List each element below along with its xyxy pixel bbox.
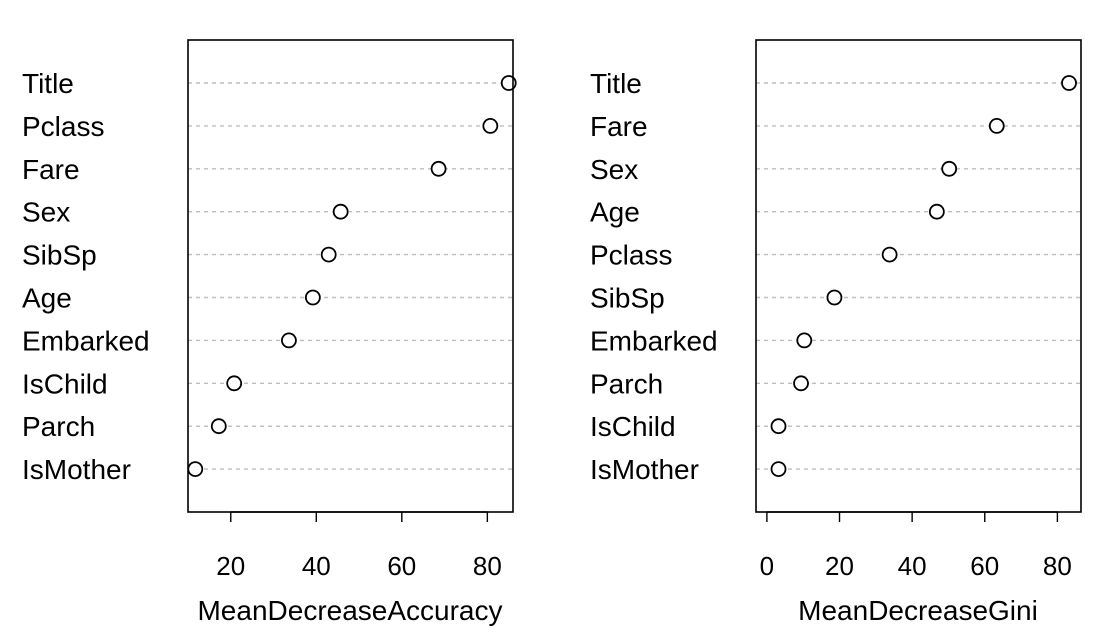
x-tick-label: 0 [760, 551, 774, 581]
category-label: Age [590, 197, 640, 228]
category-label: Age [22, 283, 72, 314]
data-point [304, 289, 321, 306]
data-point [1061, 75, 1077, 91]
plot-frame [187, 39, 514, 513]
data-point [320, 246, 337, 263]
panel-mean-decrease-gini: Title Fare Sex Age Pclass SibSp Embarked Parch I… [590, 39, 1082, 626]
data-point [281, 332, 297, 349]
data-point [793, 375, 809, 392]
data-point [796, 332, 813, 349]
data-point [941, 160, 958, 177]
category-label: Pclass [22, 111, 104, 142]
data-point [482, 118, 499, 134]
x-tick-label: 60 [387, 551, 416, 581]
category-label: Title [590, 68, 642, 99]
data-point [770, 418, 787, 435]
data-point [826, 289, 843, 306]
x-axis-title: MeanDecreaseAccuracy [197, 595, 502, 626]
x-tick-label: 20 [825, 551, 854, 581]
data-point [928, 203, 945, 220]
category-label: IsChild [590, 411, 676, 442]
x-tick-label: 40 [898, 551, 927, 581]
category-label: IsMother [22, 454, 131, 485]
category-label: Parch [22, 411, 95, 442]
category-label: IsMother [590, 454, 699, 485]
data-point [430, 160, 447, 177]
data-point [332, 203, 349, 220]
category-label: IsChild [22, 368, 108, 399]
category-label: Parch [590, 368, 663, 399]
category-label: Sex [22, 197, 70, 228]
panel-mean-decrease-accuracy: Title Pclass Fare Sex SibSp Age Embarked IsChil… [22, 39, 517, 626]
data-point [210, 418, 227, 435]
x-tick-label: 80 [473, 551, 502, 581]
category-label: SibSp [590, 283, 665, 314]
category-label: Title [22, 68, 74, 99]
data-point [881, 246, 898, 263]
x-tick-label: 80 [1043, 551, 1072, 581]
x-tick-label: 20 [216, 551, 245, 581]
x-tick-label: 60 [970, 551, 999, 581]
category-label: SibSp [22, 240, 97, 271]
category-label: Embarked [590, 325, 718, 356]
data-point [988, 118, 1005, 134]
x-tick-label: 40 [302, 551, 331, 581]
category-label: Sex [590, 154, 638, 185]
x-axis-title: MeanDecreaseGini [798, 595, 1038, 626]
data-point [226, 375, 243, 392]
plot-frame [755, 39, 1082, 513]
category-label: Pclass [590, 240, 672, 271]
data-point [770, 461, 787, 478]
category-label: Embarked [22, 325, 150, 356]
category-label: Fare [590, 111, 648, 142]
data-point [187, 461, 204, 478]
category-label: Fare [22, 154, 80, 185]
